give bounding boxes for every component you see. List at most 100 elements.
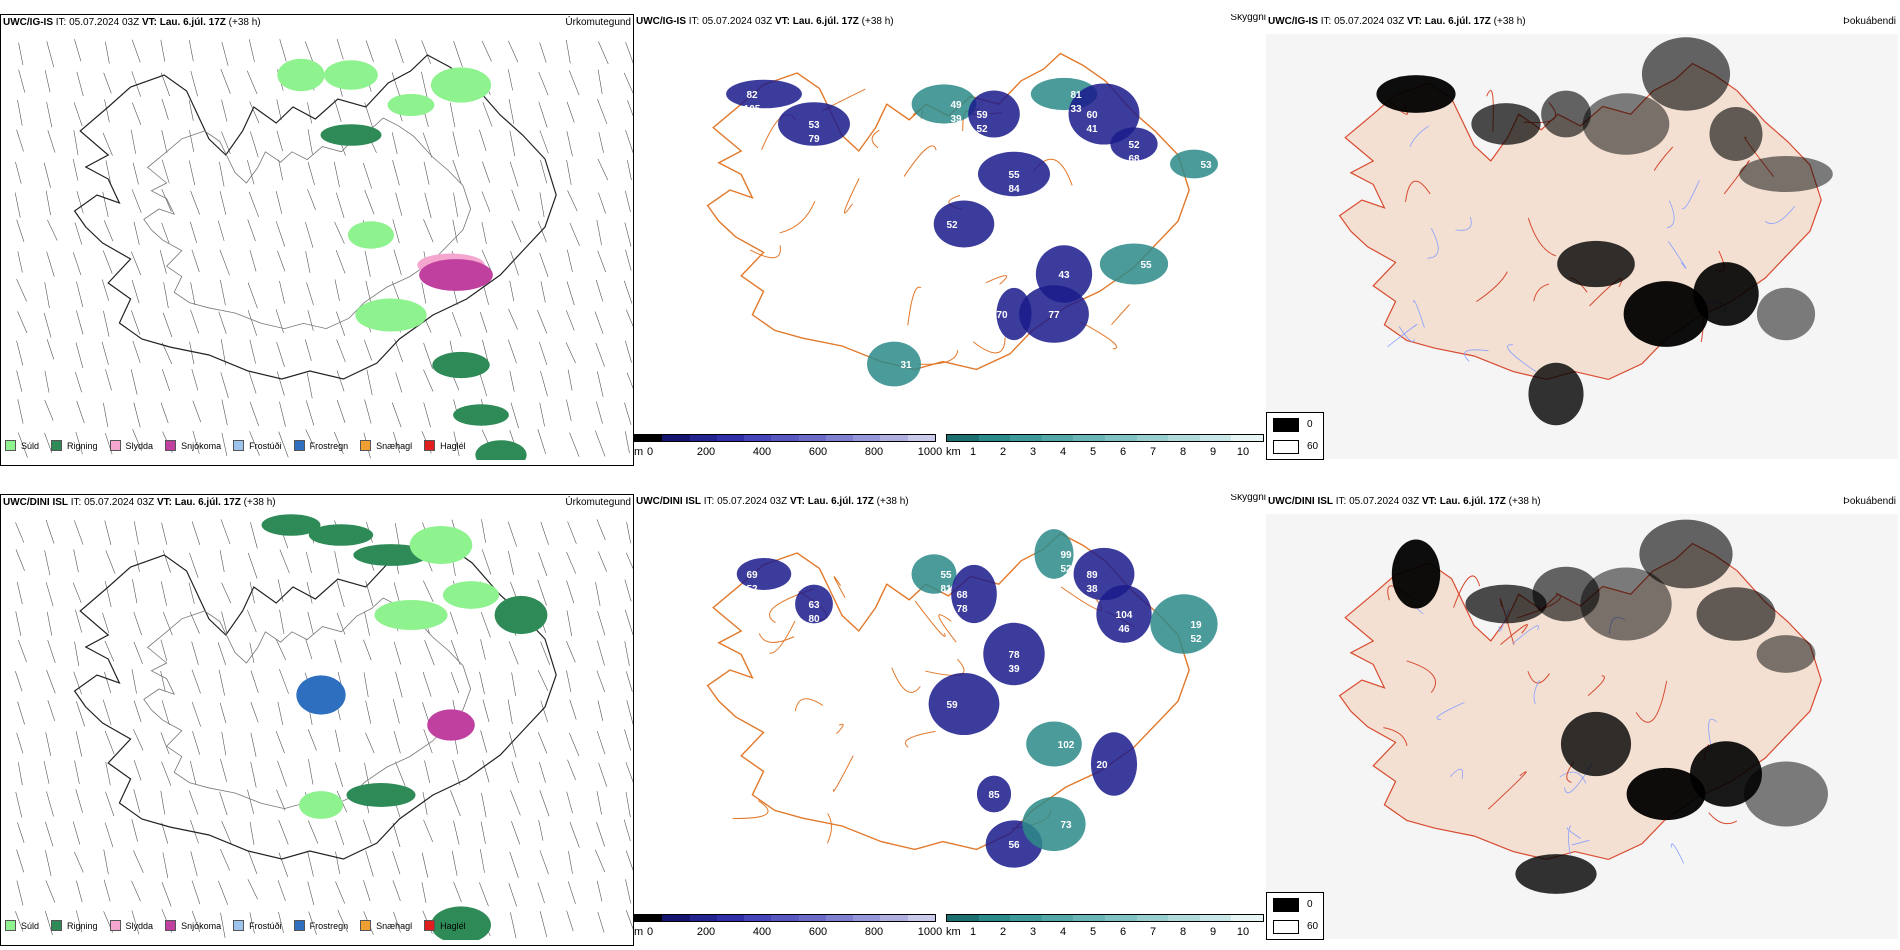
visibility-value-label: 52	[746, 584, 758, 595]
wind-barb	[510, 402, 519, 429]
wind-barb	[393, 249, 402, 275]
wind-barb	[162, 611, 173, 636]
road-line	[985, 275, 1008, 285]
wind-barb	[247, 219, 256, 242]
wind-barb	[131, 669, 137, 694]
wind-barb	[480, 639, 486, 660]
visibility-tick: 200	[696, 926, 716, 938]
visibility-tick: 400	[752, 446, 772, 458]
wind-barb	[102, 191, 109, 217]
interior-contour	[143, 117, 472, 330]
wind-barb	[278, 911, 284, 934]
wind-barb	[598, 41, 609, 65]
wind-barb	[75, 789, 83, 813]
lead-time: (+38 h)	[861, 16, 894, 27]
visibility-value-label: 80	[808, 614, 820, 625]
visibility-colorbar	[634, 434, 936, 442]
wind-barb	[365, 280, 372, 304]
wind-barb	[511, 672, 516, 697]
wind-barb	[392, 160, 400, 186]
river-line	[1571, 839, 1590, 846]
wind-barb	[161, 882, 172, 907]
init-time: 05.07.2024 03Z	[702, 16, 773, 27]
wind-barb	[625, 762, 633, 783]
colorbar-step	[947, 435, 979, 441]
colorbar-step	[907, 915, 935, 921]
wind-barb	[246, 70, 258, 94]
wind-barb	[72, 159, 79, 181]
precip-area	[346, 783, 416, 807]
wind-barb	[15, 161, 22, 184]
fog-area	[1560, 711, 1632, 777]
wind-barb	[624, 222, 632, 247]
wind-barb	[76, 701, 85, 727]
precip-area	[427, 709, 475, 741]
cloudbase-tick: 6	[1119, 926, 1127, 938]
precip-area	[432, 351, 490, 379]
river-line	[1455, 216, 1472, 231]
wind-barb	[17, 822, 25, 843]
wind-barb	[277, 760, 287, 787]
init-time-label: IT:	[688, 16, 700, 27]
wind-barb	[75, 342, 84, 369]
river-line	[1464, 349, 1489, 362]
wind-barb	[334, 639, 342, 663]
wind-barb	[250, 701, 259, 723]
legend-swatch	[424, 920, 436, 931]
wind-barb	[16, 732, 24, 754]
wind-barb	[249, 642, 255, 663]
colorbar-step	[689, 435, 717, 441]
wind-barb	[510, 790, 521, 816]
wind-barb	[482, 699, 490, 723]
wind-barb	[392, 850, 401, 875]
panel-title: Úrkomutegund	[565, 497, 631, 508]
wind-barb	[17, 251, 23, 273]
wind-barb	[72, 821, 81, 845]
legend-swatch	[293, 440, 305, 451]
wind-barb	[566, 580, 575, 604]
wind-barb	[567, 759, 576, 781]
wind-barb	[366, 369, 373, 396]
visibility-value-label: 79	[808, 134, 820, 145]
wind-barb	[160, 670, 166, 692]
visibility-area	[867, 341, 921, 387]
visibility-area	[976, 775, 1012, 813]
wind-barb	[537, 669, 549, 691]
wind-barb	[304, 339, 312, 361]
wind-barb	[508, 308, 518, 330]
road-line	[918, 350, 959, 365]
road-line	[1527, 217, 1557, 257]
wind-barb	[566, 791, 573, 814]
legend-swatch	[109, 920, 121, 931]
visibility-value-label: 19	[1190, 620, 1202, 631]
wind-barb	[44, 399, 54, 421]
wind-barb	[305, 221, 314, 248]
wind-barb	[221, 611, 228, 634]
wind-barb	[103, 849, 109, 875]
colorbar-step	[744, 915, 772, 921]
cloudbase-tick: 8	[1179, 446, 1187, 458]
river-line	[1567, 825, 1572, 855]
wind-barb	[46, 339, 55, 360]
wind-barb	[220, 339, 226, 366]
wind-barb	[594, 311, 604, 334]
fog-area	[1528, 362, 1584, 426]
fog-area	[1696, 587, 1776, 641]
wind-barb	[104, 671, 112, 694]
wind-barb	[481, 249, 492, 271]
wind-barb	[190, 190, 200, 215]
wind-barb	[596, 822, 605, 847]
wind-barb	[45, 821, 54, 847]
wind-barb	[47, 640, 56, 664]
wind-barb	[279, 609, 285, 634]
wind-barb	[161, 761, 172, 786]
precip-area	[261, 514, 321, 536]
wind-barb	[568, 851, 573, 874]
wind-barb	[597, 69, 603, 94]
road-line	[832, 755, 854, 792]
wind-barb	[218, 311, 227, 334]
wind-barb	[625, 129, 633, 153]
wind-barb	[133, 521, 139, 545]
wind-barb	[507, 339, 517, 364]
visibility-area	[1068, 83, 1140, 145]
